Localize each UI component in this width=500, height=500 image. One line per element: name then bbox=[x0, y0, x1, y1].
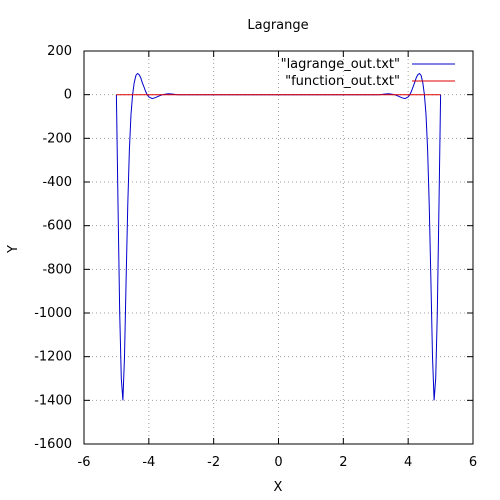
x-axis-label: X bbox=[274, 480, 283, 495]
y-tick-label: -1200 bbox=[34, 350, 72, 365]
y-tick-label: -200 bbox=[42, 131, 72, 146]
x-tick-label: -4 bbox=[142, 455, 155, 470]
x-tick-label: 6 bbox=[469, 455, 477, 470]
y-tick-label: -1400 bbox=[34, 393, 72, 408]
y-tick-label: 200 bbox=[47, 44, 72, 59]
legend-label-2: "function_out.txt" bbox=[285, 74, 400, 89]
y-tick-label: -400 bbox=[42, 175, 72, 190]
legend-label-1: "lagrange_out.txt" bbox=[281, 57, 400, 72]
y-tick-label: -800 bbox=[42, 262, 72, 277]
y-tick-label: -1000 bbox=[34, 306, 72, 321]
y-tick-label: -600 bbox=[42, 219, 72, 234]
x-tick-label: -2 bbox=[207, 455, 220, 470]
x-tick-label: 4 bbox=[404, 455, 412, 470]
grid-layer bbox=[84, 51, 473, 444]
legend: "lagrange_out.txt" "function_out.txt" bbox=[281, 57, 455, 89]
y-tick-label: -1600 bbox=[34, 437, 72, 452]
x-tick-label: 2 bbox=[339, 455, 347, 470]
x-tick-label: -6 bbox=[78, 455, 91, 470]
y-tick-label: 0 bbox=[64, 88, 72, 103]
y-axis-label: Y bbox=[6, 245, 21, 254]
x-tick-label: 0 bbox=[274, 455, 282, 470]
chart-title: Lagrange bbox=[247, 18, 308, 33]
series-layer bbox=[115, 72, 442, 401]
tick-layer: -6 -4 -2 0 2 4 6 200 0 -200 -400 -600 -800 -1000 -1200… bbox=[34, 44, 477, 470]
